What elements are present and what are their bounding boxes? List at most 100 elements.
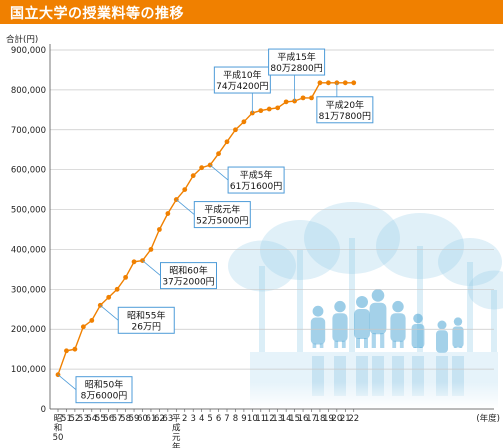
x-tick-label: 15 <box>289 414 300 424</box>
x-tick-label: 50 <box>53 433 64 443</box>
data-point <box>148 247 154 252</box>
annotation-box <box>160 262 217 290</box>
person-head <box>413 313 423 324</box>
x-tick-label: 5 <box>207 414 212 424</box>
data-point <box>89 318 95 323</box>
tree-canopy <box>304 202 400 274</box>
annotation-text: 平成15年 <box>277 51 315 63</box>
annotation-text: 昭和60年 <box>169 265 207 277</box>
annotation-text: 81万7800円 <box>319 111 371 122</box>
person-leg <box>413 347 417 348</box>
tree-canopy <box>260 220 340 280</box>
x-tick-label: 55 <box>95 414 106 424</box>
data-point <box>80 324 86 330</box>
person-leg <box>399 340 404 348</box>
annotation-text: 平成元年 <box>204 204 240 216</box>
x-tick-label: 2 <box>182 414 187 424</box>
x-tick-label: 52 <box>69 414 80 424</box>
x-tick-label: 4 <box>199 414 204 424</box>
person-body <box>354 309 370 339</box>
line-chart: 0 100,000 200,000 300,000 400,000 500,000 600,… <box>6 34 503 448</box>
data-point <box>106 294 112 300</box>
y-tick-label: 500,000 <box>11 206 46 216</box>
person-head <box>371 289 385 302</box>
x-tick-label: 6 <box>216 414 221 424</box>
tree-canopy <box>228 240 296 292</box>
x-tick-label: 19 <box>323 414 334 424</box>
annotation-text: 平成20年 <box>326 99 364 111</box>
person-leg <box>371 333 376 348</box>
x-tick-label: 11 <box>255 414 266 424</box>
data-point <box>342 80 348 86</box>
x-tick-label: 13 <box>272 414 283 424</box>
annotation-leader <box>57 374 77 391</box>
annotation-text: 昭和50年 <box>85 379 123 391</box>
annotation-text: 61万1600円 <box>230 181 282 192</box>
x-axis-title: (年度) <box>476 413 500 424</box>
annotation-box <box>268 48 326 76</box>
x-tick-label: 57 <box>112 414 123 424</box>
x-tick-label: 60 <box>137 414 148 424</box>
data-point <box>165 211 171 216</box>
person-leg <box>356 338 360 348</box>
person-body <box>411 324 425 348</box>
data-point <box>199 165 205 171</box>
x-tick-label: 12 <box>264 414 275 424</box>
annotation-text: 26万円 <box>132 321 161 332</box>
tree-trunk <box>491 290 497 352</box>
person-head <box>453 317 463 326</box>
person-leg <box>334 340 339 348</box>
person-body <box>332 313 348 342</box>
person-body <box>390 313 406 342</box>
data-point <box>351 80 357 86</box>
annotation-text: 74万4200円 <box>216 81 268 92</box>
x-tick-label: 63 <box>162 414 173 424</box>
annotation-text: 平成5年 <box>240 169 273 181</box>
person-body <box>452 326 464 348</box>
x-tick-label: 元 <box>172 433 181 443</box>
x-tick-label: 18 <box>315 414 326 424</box>
data-point <box>114 286 120 292</box>
x-tick-label: 59 <box>129 414 140 424</box>
y-tick-label: 400,000 <box>11 245 46 255</box>
x-tick-label: 21 <box>340 414 351 424</box>
person-leg <box>459 346 463 348</box>
x-tick-label: 年 <box>172 442 181 448</box>
person-head <box>356 296 368 308</box>
x-tick-label: 62 <box>154 414 165 424</box>
person-leg <box>341 340 346 348</box>
annotation-text: 8万6000円 <box>81 391 128 402</box>
x-tick-label: 20 <box>331 414 342 424</box>
data-point <box>123 274 128 280</box>
person-leg <box>392 340 397 348</box>
annotation-leader <box>99 304 119 321</box>
annotation-box <box>75 376 133 404</box>
data-point <box>283 99 289 105</box>
annotation-box <box>193 201 251 229</box>
tree-trunk <box>259 266 265 352</box>
data-point <box>72 346 78 352</box>
annotation-text: 平成10年 <box>223 69 261 81</box>
data-point <box>224 139 230 145</box>
x-tick-label: 成 <box>172 423 181 434</box>
annotation-text: 52万5000円 <box>196 216 248 227</box>
y-tick-label: 900,000 <box>11 46 46 56</box>
chart-header: 国立大学の授業料等の推移 <box>0 0 503 24</box>
data-point <box>190 173 196 179</box>
x-tick-label: 58 <box>120 414 131 424</box>
reflection-fade <box>250 382 498 409</box>
x-tick-label: 8 <box>233 414 238 424</box>
person-head <box>392 300 404 313</box>
x-tick-label: 17 <box>306 414 317 424</box>
annotation-box <box>316 96 374 124</box>
data-point <box>157 227 162 232</box>
x-tick-label: 53 <box>78 414 89 424</box>
tree-canopy <box>468 270 503 310</box>
annotation-box <box>227 166 285 194</box>
